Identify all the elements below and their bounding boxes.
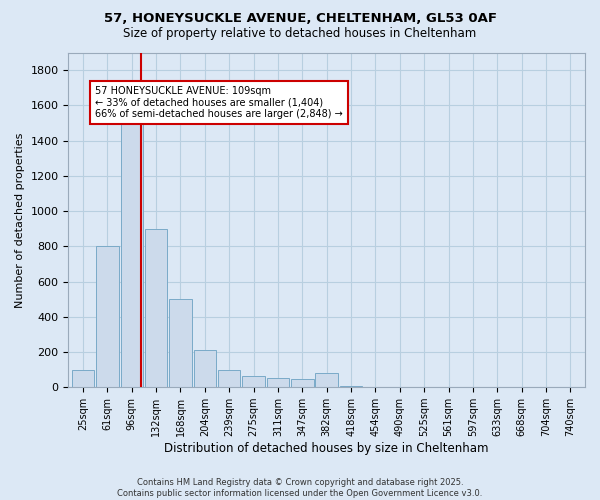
Bar <box>267 378 289 387</box>
X-axis label: Distribution of detached houses by size in Cheltenham: Distribution of detached houses by size … <box>164 442 489 455</box>
Bar <box>316 373 338 387</box>
Text: Size of property relative to detached houses in Cheltenham: Size of property relative to detached ho… <box>124 28 476 40</box>
Y-axis label: Number of detached properties: Number of detached properties <box>15 132 25 308</box>
Bar <box>340 386 362 387</box>
Bar <box>96 246 119 387</box>
Bar <box>121 96 143 387</box>
Bar <box>169 299 192 387</box>
Bar <box>218 370 241 387</box>
Bar <box>194 350 216 387</box>
Text: 57 HONEYSUCKLE AVENUE: 109sqm
← 33% of detached houses are smaller (1,404)
66% o: 57 HONEYSUCKLE AVENUE: 109sqm ← 33% of d… <box>95 86 343 119</box>
Bar <box>242 376 265 387</box>
Text: Contains HM Land Registry data © Crown copyright and database right 2025.
Contai: Contains HM Land Registry data © Crown c… <box>118 478 482 498</box>
Bar <box>72 370 94 387</box>
Bar <box>291 380 314 387</box>
Bar <box>145 228 167 387</box>
Text: 57, HONEYSUCKLE AVENUE, CHELTENHAM, GL53 0AF: 57, HONEYSUCKLE AVENUE, CHELTENHAM, GL53… <box>104 12 497 26</box>
